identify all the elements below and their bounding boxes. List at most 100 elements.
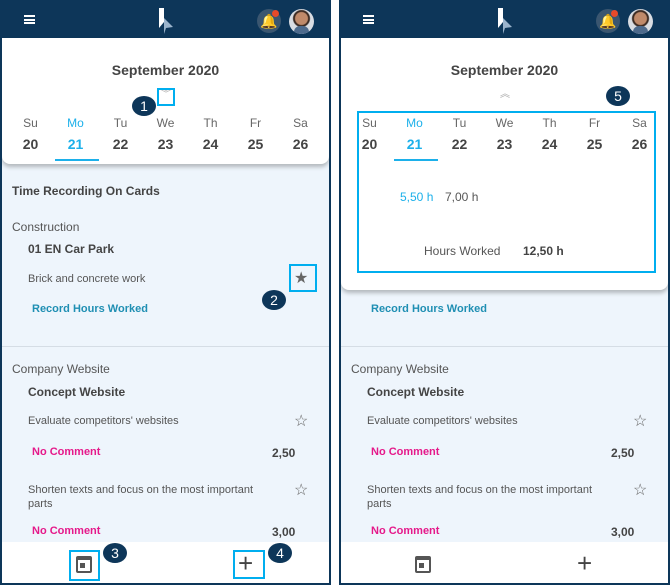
user-avatar[interactable] bbox=[289, 9, 314, 34]
bell-icon[interactable]: 🔔 bbox=[257, 9, 281, 33]
plus-icon[interactable]: + bbox=[238, 548, 254, 578]
day-date: 26 bbox=[631, 136, 648, 152]
task-evaluate[interactable]: Evaluate competitors' websites bbox=[28, 415, 179, 427]
star-filled-icon[interactable]: ★ bbox=[294, 270, 309, 287]
day-date: 22 bbox=[451, 136, 468, 152]
day-name: Mo bbox=[67, 116, 84, 130]
day-sa[interactable]: Sa 26 bbox=[617, 116, 662, 158]
calendar-card: September 2020 ︾ Su 20 Mo 21 Tu 22 We 23 Th 2… bbox=[2, 38, 329, 164]
bottom-bar: + bbox=[341, 542, 668, 583]
task-brick-work[interactable]: Brick and concrete work bbox=[28, 273, 146, 285]
record-hours-link[interactable]: Record Hours Worked bbox=[371, 303, 487, 315]
day-name: Fr bbox=[249, 116, 262, 130]
right-screen: 🔔 Record Hours Worked Company Website Co… bbox=[339, 0, 670, 585]
day-su[interactable]: Su 20 bbox=[347, 116, 392, 158]
section-title: Time Recording On Cards bbox=[12, 184, 160, 198]
plus-icon[interactable]: + bbox=[577, 548, 593, 578]
day-mo[interactable]: Mo 21 bbox=[392, 116, 437, 158]
app-header: 🔔 bbox=[2, 2, 329, 38]
group-company-website: Company Website bbox=[12, 362, 110, 376]
highlight-box-4 bbox=[233, 550, 265, 579]
calendar-icon[interactable] bbox=[415, 556, 431, 573]
day-tu[interactable]: Tu 22 bbox=[437, 116, 482, 158]
chevron-toggle-icon[interactable]: ︾ bbox=[161, 89, 171, 100]
app-logo bbox=[159, 8, 173, 34]
day-th[interactable]: Th 24 bbox=[188, 116, 233, 158]
comment-link[interactable]: No Comment bbox=[32, 446, 101, 458]
star-outline-icon[interactable]: ☆ bbox=[633, 482, 648, 499]
day-su[interactable]: Su 20 bbox=[8, 116, 53, 158]
day-date: 24 bbox=[202, 136, 219, 152]
month-title: September 2020 bbox=[450, 62, 559, 78]
group-construction: Construction bbox=[12, 220, 80, 234]
task-shorten-line2[interactable]: parts bbox=[28, 498, 53, 510]
comment-link[interactable]: No Comment bbox=[32, 525, 101, 537]
task-shorten-line1[interactable]: Shorten texts and focus on the most impo… bbox=[367, 484, 593, 496]
day-we[interactable]: We 23 bbox=[482, 116, 527, 158]
chevron-toggle-icon[interactable]: ︽ bbox=[500, 89, 510, 100]
day-date: 24 bbox=[541, 136, 558, 152]
day-date: 21 bbox=[67, 136, 84, 152]
comment-link[interactable]: No Comment bbox=[371, 525, 440, 537]
day-date: 25 bbox=[247, 136, 264, 152]
callout-1: 1 bbox=[132, 96, 156, 116]
highlight-box-5 bbox=[357, 111, 656, 273]
selected-day-underline bbox=[394, 159, 438, 161]
hamburger-icon[interactable] bbox=[24, 15, 35, 24]
bell-icon[interactable]: 🔔 bbox=[596, 9, 620, 33]
hours-value: 3,00 bbox=[611, 525, 635, 539]
callout-2: 2 bbox=[262, 290, 286, 310]
hours-worked-total: 12,50 h bbox=[523, 244, 564, 258]
hours-value: 2,50 bbox=[272, 446, 296, 460]
left-screen: 🔔 Time Recording On Cards Construction 0… bbox=[0, 0, 331, 585]
calendar-card: September 2020 ︽ Su 20 Mo 21 Tu 22 We 23 Th 2… bbox=[341, 38, 668, 290]
app-header: 🔔 bbox=[341, 2, 668, 38]
record-hours-link[interactable]: Record Hours Worked bbox=[32, 303, 148, 315]
day-name: Sa bbox=[293, 116, 308, 130]
day-name: We bbox=[156, 116, 175, 130]
highlight-box-1 bbox=[157, 88, 175, 106]
week-strip: Su 20 Mo 21 Tu 22 We 23 Th 24 Fr 25 Sa 26 bbox=[341, 116, 668, 158]
day-th[interactable]: Th 24 bbox=[527, 116, 572, 158]
hours-tuesday: 7,00 h bbox=[445, 190, 479, 204]
hours-value: 3,00 bbox=[272, 525, 296, 539]
month-title: September 2020 bbox=[111, 62, 220, 78]
project-car-park: 01 EN Car Park bbox=[28, 242, 115, 256]
highlight-box-3 bbox=[69, 550, 100, 581]
day-date: 23 bbox=[496, 136, 513, 152]
group-company-website: Company Website bbox=[351, 362, 449, 376]
hours-worked-label: Hours Worked bbox=[424, 244, 501, 258]
calendar-icon[interactable] bbox=[76, 556, 92, 573]
comment-link[interactable]: No Comment bbox=[371, 446, 440, 458]
day-name: Mo bbox=[406, 116, 423, 130]
week-strip: Su 20 Mo 21 Tu 22 We 23 Th 24 Fr 25 Sa 26 bbox=[2, 116, 329, 158]
notification-dot bbox=[611, 10, 618, 17]
hamburger-icon[interactable] bbox=[363, 15, 374, 24]
day-date: 21 bbox=[406, 136, 423, 152]
day-fr[interactable]: Fr 25 bbox=[572, 116, 617, 158]
hours-monday: 5,50 h bbox=[400, 190, 434, 204]
day-tu[interactable]: Tu 22 bbox=[98, 116, 143, 158]
day-date: 23 bbox=[157, 136, 174, 152]
day-fr[interactable]: Fr 25 bbox=[233, 116, 278, 158]
user-avatar[interactable] bbox=[628, 9, 653, 34]
day-name: Th bbox=[203, 116, 218, 130]
task-shorten-line1[interactable]: Shorten texts and focus on the most impo… bbox=[28, 484, 254, 496]
day-name: Su bbox=[23, 116, 38, 130]
star-outline-icon[interactable]: ☆ bbox=[633, 413, 648, 430]
callout-3: 3 bbox=[103, 543, 127, 563]
day-mo[interactable]: Mo 21 bbox=[53, 116, 98, 158]
star-outline-icon[interactable]: ☆ bbox=[294, 482, 309, 499]
day-we[interactable]: We 23 bbox=[143, 116, 188, 158]
notification-dot bbox=[272, 10, 279, 17]
star-outline-icon[interactable]: ☆ bbox=[294, 413, 309, 430]
divider bbox=[341, 346, 668, 347]
day-date: 25 bbox=[586, 136, 603, 152]
day-sa[interactable]: Sa 26 bbox=[278, 116, 323, 158]
project-concept-website: Concept Website bbox=[28, 385, 126, 399]
day-date: 26 bbox=[292, 136, 309, 152]
task-shorten-line2[interactable]: parts bbox=[367, 498, 392, 510]
day-name: We bbox=[495, 116, 514, 130]
task-evaluate[interactable]: Evaluate competitors' websites bbox=[367, 415, 518, 427]
day-name: Tu bbox=[113, 116, 128, 130]
